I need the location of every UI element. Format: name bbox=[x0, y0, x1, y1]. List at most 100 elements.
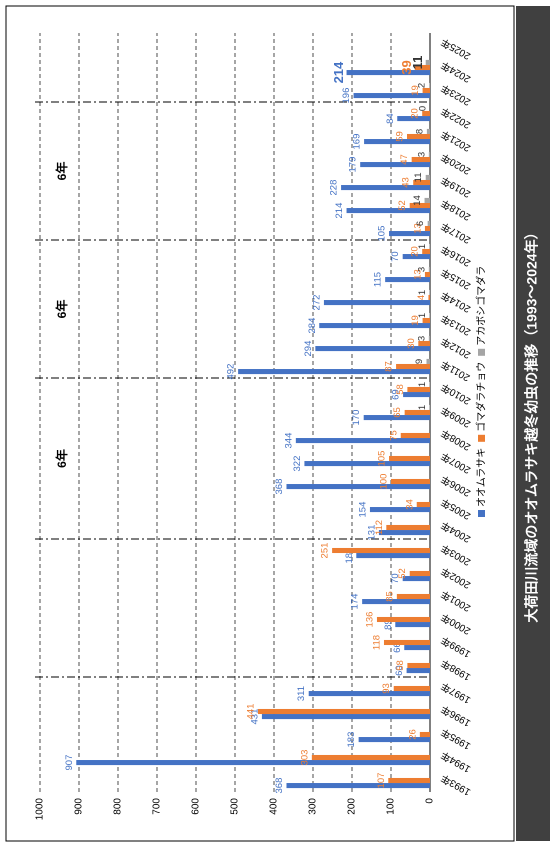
bar bbox=[425, 174, 430, 180]
value-label: 60 bbox=[394, 665, 405, 676]
y-tick-label: 900 bbox=[74, 798, 85, 815]
value-label: 13 bbox=[412, 269, 423, 280]
value-label: 58 bbox=[395, 660, 406, 671]
y-tick-label: 500 bbox=[230, 798, 241, 815]
value-label: 183 bbox=[346, 732, 357, 748]
value-label: 4 bbox=[416, 295, 427, 300]
bar bbox=[332, 547, 430, 554]
bar bbox=[416, 501, 430, 508]
value-label: 3 bbox=[416, 336, 427, 341]
bar bbox=[385, 277, 430, 283]
value-label: 89 bbox=[383, 619, 394, 630]
value-label: 3 bbox=[416, 267, 427, 272]
bar bbox=[395, 622, 431, 628]
value-label: 368 bbox=[274, 778, 285, 794]
bar bbox=[386, 524, 431, 531]
bar bbox=[409, 202, 431, 209]
period-label: 6年 bbox=[54, 162, 69, 181]
bar bbox=[414, 64, 431, 71]
value-label: 368 bbox=[274, 479, 285, 495]
value-label: 118 bbox=[371, 635, 382, 650]
bar bbox=[383, 639, 431, 646]
bar bbox=[393, 685, 431, 692]
value-label: 136 bbox=[364, 612, 375, 628]
bar bbox=[428, 151, 430, 157]
bar bbox=[286, 783, 431, 789]
bar bbox=[422, 87, 430, 94]
value-label: 13 bbox=[412, 223, 423, 234]
bar bbox=[286, 484, 431, 490]
value-label: 75 bbox=[388, 430, 399, 441]
bar bbox=[360, 162, 430, 168]
value-label: 112 bbox=[374, 520, 385, 535]
title-banner bbox=[516, 6, 550, 841]
value-label: 87 bbox=[384, 361, 395, 372]
bar bbox=[308, 691, 430, 697]
value-label: 11 bbox=[413, 173, 424, 183]
bar bbox=[402, 576, 431, 582]
value-label: 3 bbox=[416, 152, 427, 157]
bar bbox=[427, 220, 431, 226]
value-label: 1 bbox=[417, 313, 428, 318]
value-label: 251 bbox=[320, 543, 331, 559]
bar bbox=[428, 335, 430, 341]
bar bbox=[424, 225, 430, 232]
value-label: 39 bbox=[399, 60, 414, 74]
bar bbox=[76, 760, 431, 766]
bar bbox=[389, 455, 430, 462]
value-label: 228 bbox=[329, 180, 340, 196]
bar bbox=[363, 415, 431, 421]
value-label: 907 bbox=[64, 755, 75, 771]
bar bbox=[378, 530, 431, 536]
bar bbox=[238, 369, 430, 375]
bar bbox=[258, 708, 431, 715]
legend-swatch bbox=[478, 434, 485, 442]
value-label: 214 bbox=[331, 61, 346, 83]
bar bbox=[391, 478, 430, 485]
bar bbox=[404, 409, 430, 416]
value-label: 179 bbox=[348, 157, 359, 173]
y-tick-label: 600 bbox=[191, 798, 202, 815]
value-label: 322 bbox=[292, 456, 303, 472]
value-label: 84 bbox=[385, 113, 396, 124]
chart-title: 大荷田川流域のオオムラサキ越冬幼虫の推移（1993～2024年） bbox=[524, 225, 540, 622]
legend-swatch bbox=[478, 510, 485, 517]
value-label: 311 bbox=[296, 686, 307, 701]
bar bbox=[409, 570, 431, 577]
bar bbox=[403, 392, 430, 398]
value-label: 105 bbox=[377, 451, 388, 467]
legend-label: オオムラサキ bbox=[476, 448, 488, 507]
value-label: 52 bbox=[397, 568, 408, 579]
bar bbox=[396, 593, 431, 600]
bar bbox=[389, 231, 430, 237]
bar bbox=[419, 731, 430, 738]
value-label: 189 bbox=[344, 548, 355, 564]
value-label: 169 bbox=[352, 134, 363, 150]
bar bbox=[428, 266, 430, 272]
bar bbox=[406, 133, 430, 140]
value-label: 70 bbox=[390, 573, 401, 584]
y-tick-label: 200 bbox=[347, 798, 358, 815]
period-label: 6年 bbox=[54, 300, 69, 319]
y-tick-label: 0 bbox=[425, 798, 436, 804]
bar bbox=[346, 208, 431, 214]
value-label: 131 bbox=[366, 525, 377, 541]
y-tick-label: 300 bbox=[308, 798, 319, 815]
bar bbox=[407, 386, 431, 393]
value-label: 43 bbox=[401, 177, 412, 188]
value-label: 30 bbox=[406, 338, 417, 349]
bar bbox=[397, 116, 430, 122]
value-label: 115 bbox=[373, 272, 384, 287]
value-label: 441 bbox=[246, 704, 257, 720]
value-label: 174 bbox=[350, 594, 361, 610]
bar bbox=[323, 300, 431, 306]
bar bbox=[388, 777, 430, 784]
bar bbox=[356, 553, 431, 559]
bar bbox=[426, 128, 431, 134]
bar bbox=[295, 438, 430, 444]
legend-label: ゴマダラチョウ bbox=[475, 362, 488, 432]
bar bbox=[404, 645, 431, 651]
y-tick-label: 800 bbox=[113, 798, 124, 815]
